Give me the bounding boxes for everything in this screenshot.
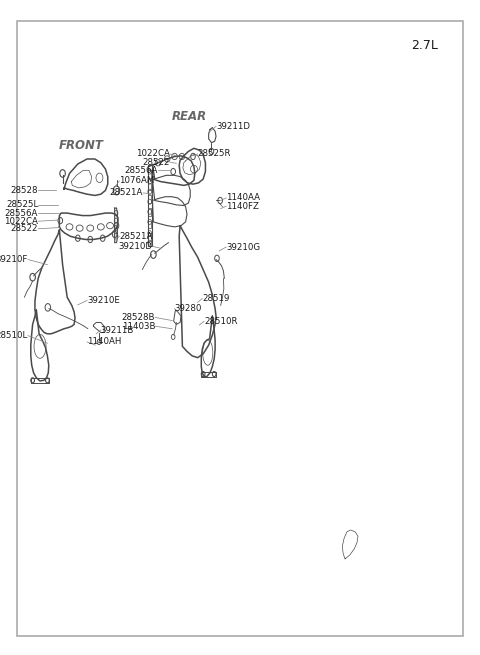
Bar bbox=[148, 233, 151, 241]
Text: 28521A: 28521A bbox=[119, 232, 153, 241]
Text: FRONT: FRONT bbox=[59, 139, 104, 152]
Text: 1076AM: 1076AM bbox=[119, 176, 155, 185]
Bar bbox=[148, 183, 151, 191]
Text: 2.7L: 2.7L bbox=[411, 39, 438, 52]
Text: 28525R: 28525R bbox=[198, 149, 231, 159]
Text: 28528: 28528 bbox=[11, 186, 38, 195]
Text: 1140AA: 1140AA bbox=[226, 193, 260, 202]
Bar bbox=[148, 221, 151, 228]
Text: 39210E: 39210E bbox=[87, 296, 120, 305]
Text: 28522: 28522 bbox=[143, 158, 170, 166]
Text: 1140AH: 1140AH bbox=[87, 337, 121, 346]
Text: 28522: 28522 bbox=[11, 224, 38, 233]
Text: 28525L: 28525L bbox=[6, 200, 38, 210]
Text: 1022CA: 1022CA bbox=[4, 217, 38, 226]
Text: 28510R: 28510R bbox=[204, 317, 238, 326]
Bar bbox=[148, 208, 151, 215]
Text: 1140FZ: 1140FZ bbox=[226, 202, 259, 211]
Text: 39280: 39280 bbox=[175, 304, 202, 313]
Text: 39210F: 39210F bbox=[0, 255, 28, 264]
Text: 39211D: 39211D bbox=[216, 122, 250, 131]
Text: 28510L: 28510L bbox=[0, 331, 28, 340]
Text: 39210G: 39210G bbox=[226, 242, 260, 252]
Text: 28556A: 28556A bbox=[5, 208, 38, 217]
Text: 28528B: 28528B bbox=[122, 313, 155, 322]
Text: REAR: REAR bbox=[172, 110, 207, 123]
Text: 28556A: 28556A bbox=[125, 166, 158, 175]
Text: 39210D: 39210D bbox=[119, 242, 153, 251]
Text: 28521A: 28521A bbox=[110, 189, 143, 197]
Text: 28519: 28519 bbox=[202, 294, 229, 303]
Bar bbox=[148, 195, 151, 203]
Text: 39211B: 39211B bbox=[101, 326, 134, 335]
Bar bbox=[148, 170, 151, 178]
Text: 1022CA: 1022CA bbox=[136, 149, 170, 159]
Text: 11403B: 11403B bbox=[122, 322, 155, 331]
